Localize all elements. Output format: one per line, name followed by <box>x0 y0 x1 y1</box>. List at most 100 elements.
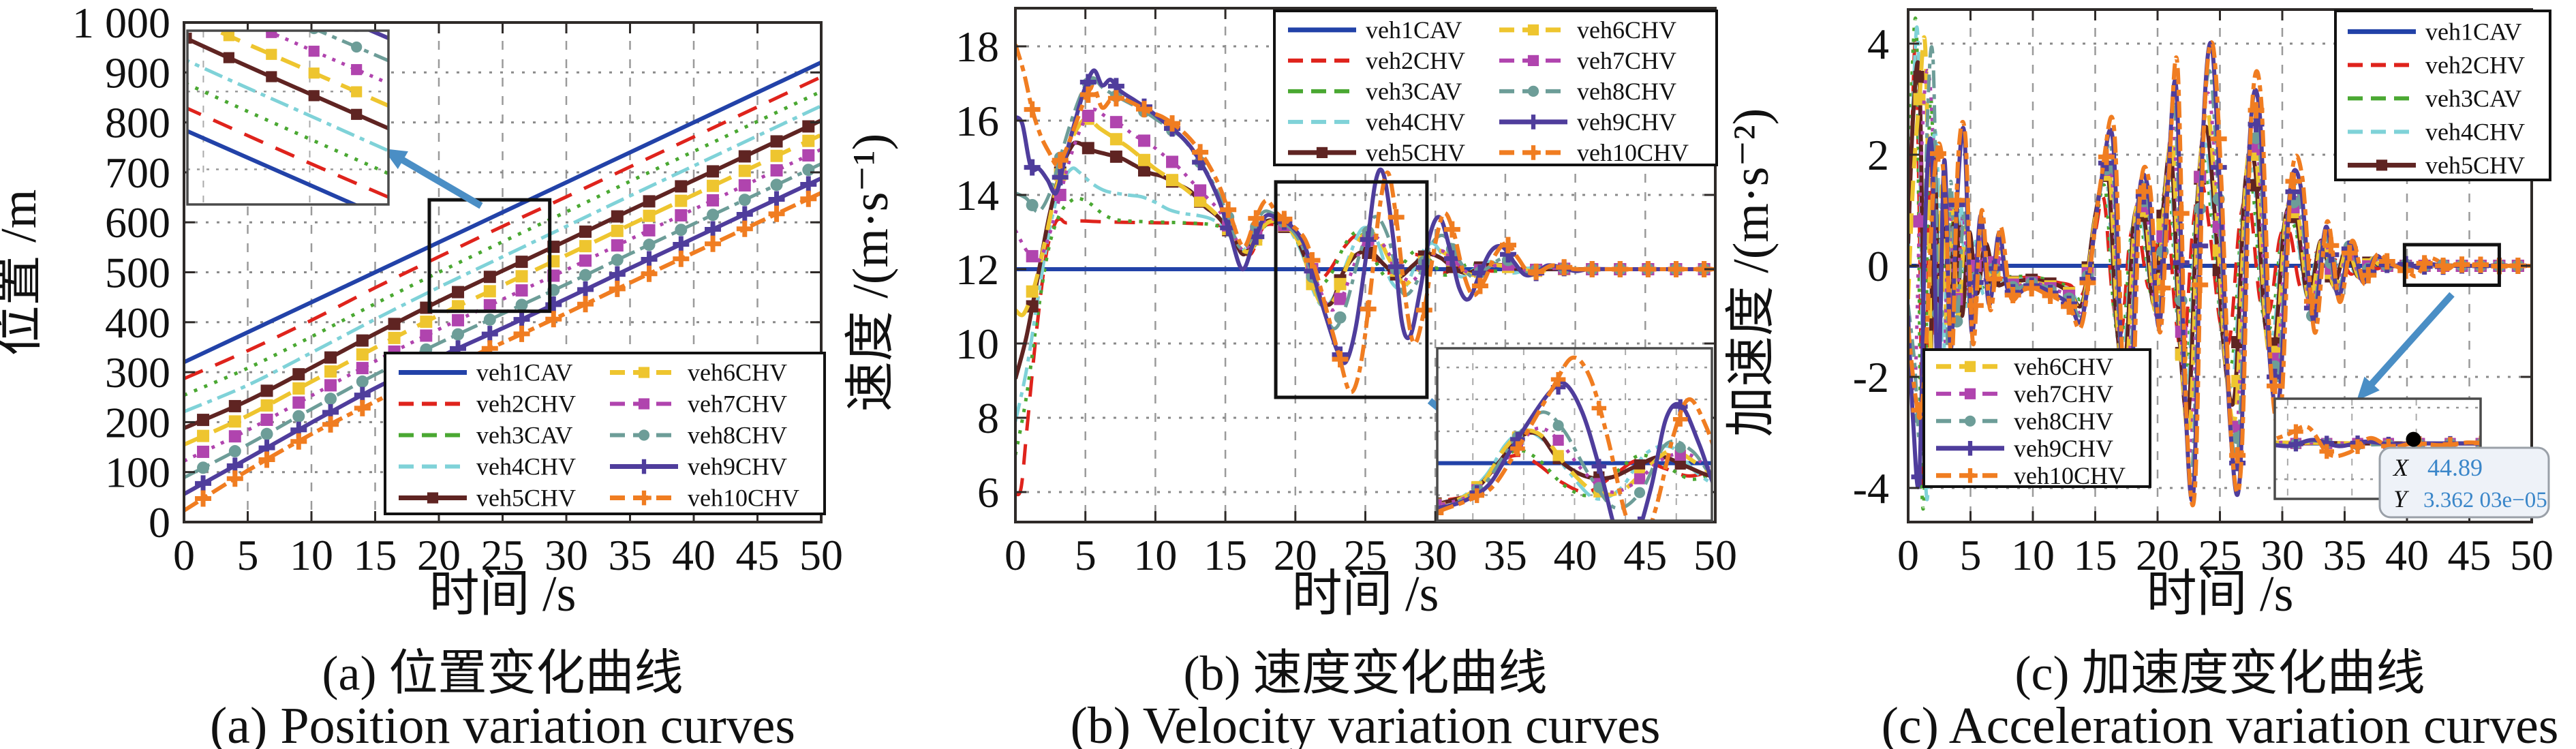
marker-plus <box>609 266 626 283</box>
legend-item-veh9CHV: veh9CHV <box>1936 435 2113 462</box>
legend-item-veh10CHV: veh10CHV <box>610 485 799 512</box>
legend-label: veh5CHV <box>2425 151 2525 179</box>
series-group-b <box>1015 44 1715 497</box>
marker-square <box>1334 277 1347 290</box>
marker-circle <box>292 410 305 423</box>
marker-square <box>1109 150 1122 163</box>
xtick-label: 40 <box>672 531 716 579</box>
marker-plus <box>195 475 212 492</box>
marker-plus <box>1591 459 1607 474</box>
marker-square <box>638 398 650 410</box>
marker-circle <box>1527 85 1539 97</box>
marker-circle <box>260 427 273 440</box>
marker-square <box>483 271 496 284</box>
marker-circle <box>638 429 650 441</box>
marker-square <box>308 46 320 57</box>
xtick-label: 45 <box>2448 531 2491 579</box>
marker-plus <box>1948 192 1965 209</box>
marker-plus <box>2135 183 2152 200</box>
marker-square <box>1137 164 1150 177</box>
datatip-point <box>2406 431 2421 447</box>
marker-plus <box>673 250 690 267</box>
legend-label: veh5CHV <box>1366 139 1465 166</box>
marker-square <box>738 179 751 192</box>
marker-square <box>197 429 210 442</box>
marker-square <box>675 209 688 221</box>
marker-square <box>292 368 305 381</box>
marker-square <box>1026 249 1039 262</box>
marker-circle <box>324 393 337 406</box>
marker-square <box>197 414 210 427</box>
marker-circle <box>1026 198 1039 211</box>
legend-item-veh7CHV: veh7CHV <box>610 391 787 418</box>
marker-plus <box>1107 90 1124 107</box>
legend-label: veh2CHV <box>476 391 576 418</box>
marker-circle <box>1964 415 1976 427</box>
marker-square <box>770 164 783 177</box>
legend-label: veh8CHV <box>2014 408 2113 435</box>
xtick-label: 40 <box>1554 531 1597 579</box>
marker-circle <box>611 254 624 266</box>
ytick-label: 0 <box>149 498 170 547</box>
legend-item-veh6CHV: veh6CHV <box>1499 16 1676 44</box>
marker-square <box>770 149 783 162</box>
zoom-rect-b <box>1274 180 1429 399</box>
marker-square <box>356 362 369 375</box>
marker-plus <box>2472 256 2489 273</box>
ylabel-b: 速度 /(m·s⁻¹) <box>843 134 899 412</box>
marker-square <box>1109 133 1122 146</box>
marker-plus <box>1415 301 1432 318</box>
marker-plus <box>1672 412 1688 427</box>
xtick-label: 20 <box>1274 531 1317 579</box>
marker-plus <box>290 433 307 450</box>
marker-square <box>1194 194 1207 207</box>
legend-item-veh2CHV: veh2CHV <box>1288 47 1465 74</box>
curve-veh4 <box>187 59 388 153</box>
marker-square <box>420 316 433 328</box>
marker-square <box>308 67 320 79</box>
marker-circle <box>515 299 528 311</box>
marker-plus <box>1135 101 1152 118</box>
marker-plus <box>2154 279 2171 296</box>
marker-square <box>1634 459 1646 471</box>
legend-item-veh5CHV: veh5CHV <box>2348 151 2525 179</box>
marker-circle <box>675 224 688 236</box>
datatip-y-value: 3.362 03e−05 <box>2423 488 2547 513</box>
marker-circle <box>643 239 656 251</box>
xtick-label: 25 <box>481 531 525 579</box>
ytick-label: 12 <box>955 245 999 294</box>
xlabel-b: 时间 /s <box>1292 566 1439 622</box>
legend-c-1: veh1CAV veh2CHV veh3CAV veh4CHV veh5CHV <box>2334 10 2551 181</box>
marker-square <box>1527 24 1539 35</box>
marker-plus <box>2042 288 2059 305</box>
ytick-label: 900 <box>105 48 170 97</box>
xtick-label: 35 <box>1484 531 1527 579</box>
marker-square <box>1082 142 1094 155</box>
marker-plus <box>1437 500 1444 516</box>
ytick-label: 700 <box>105 149 170 197</box>
marker-plus <box>545 311 562 328</box>
marker-square <box>197 445 210 458</box>
marker-plus <box>1612 261 1629 277</box>
marker-square <box>308 90 320 102</box>
legend-item-veh3CAV: veh3CAV <box>2348 85 2521 112</box>
legend-label: veh6CHV <box>688 359 787 386</box>
marker-plus <box>800 190 817 207</box>
marker-square <box>260 399 273 412</box>
xtick-label: 5 <box>1075 531 1097 579</box>
xtick-label: 15 <box>1203 531 1247 579</box>
marker-circle <box>770 179 783 192</box>
marker-plus <box>2322 237 2340 254</box>
marker-square <box>1137 134 1150 147</box>
marker-square <box>1674 458 1686 470</box>
marker-circle <box>197 461 210 474</box>
ytick-label: -2 <box>1853 353 1889 401</box>
ytick-label: 200 <box>105 398 170 446</box>
marker-square <box>2376 159 2388 171</box>
xtick-label: 40 <box>2385 531 2429 579</box>
marker-plus <box>2061 298 2078 315</box>
marker-square <box>611 239 624 252</box>
marker-square <box>515 284 528 297</box>
marker-plus <box>1443 221 1460 238</box>
legend-item-veh5CHV: veh5CHV <box>1288 139 1465 166</box>
